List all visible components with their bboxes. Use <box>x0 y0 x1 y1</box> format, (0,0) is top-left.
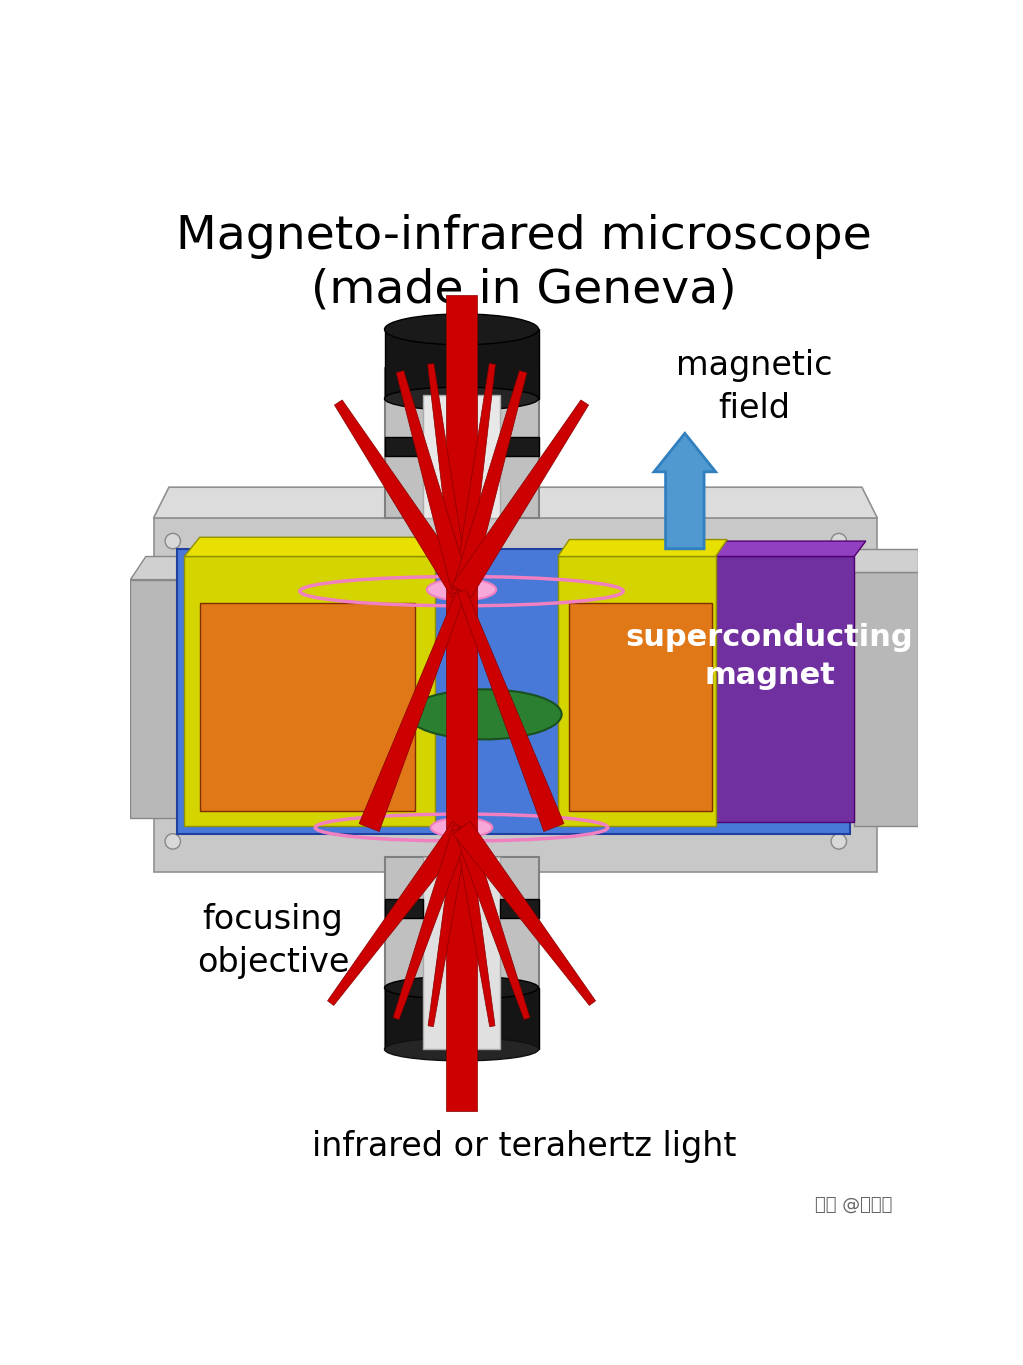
Ellipse shape <box>407 689 562 740</box>
Polygon shape <box>446 295 477 1111</box>
Polygon shape <box>335 400 472 598</box>
Polygon shape <box>453 822 595 1006</box>
Circle shape <box>208 629 339 760</box>
Circle shape <box>831 834 846 849</box>
Polygon shape <box>452 400 588 598</box>
Polygon shape <box>199 603 415 811</box>
Polygon shape <box>385 857 538 1050</box>
Circle shape <box>165 534 180 549</box>
Polygon shape <box>558 539 727 557</box>
Polygon shape <box>385 367 538 517</box>
Polygon shape <box>712 541 865 557</box>
Text: Magneto-infrared microscope: Magneto-infrared microscope <box>176 214 872 259</box>
Polygon shape <box>385 437 424 456</box>
Polygon shape <box>428 826 469 1026</box>
Polygon shape <box>452 371 527 594</box>
Polygon shape <box>570 603 712 811</box>
Polygon shape <box>385 900 424 919</box>
Ellipse shape <box>385 388 538 411</box>
Polygon shape <box>424 857 500 1050</box>
Polygon shape <box>177 549 850 834</box>
Polygon shape <box>854 572 919 826</box>
Polygon shape <box>424 394 500 517</box>
FancyArrow shape <box>654 433 716 549</box>
Circle shape <box>165 834 180 849</box>
Polygon shape <box>359 590 465 831</box>
Circle shape <box>831 534 846 549</box>
Ellipse shape <box>385 976 538 999</box>
Polygon shape <box>839 549 919 572</box>
Text: focusing
objective: focusing objective <box>196 904 349 980</box>
Polygon shape <box>184 557 435 826</box>
Polygon shape <box>712 557 854 822</box>
Polygon shape <box>131 580 192 818</box>
Ellipse shape <box>431 818 492 837</box>
Polygon shape <box>393 824 470 1020</box>
Polygon shape <box>500 437 538 456</box>
Text: (made in Geneva): (made in Geneva) <box>311 268 737 313</box>
Circle shape <box>188 610 358 779</box>
Text: superconducting
magnet: superconducting magnet <box>626 622 914 691</box>
Polygon shape <box>327 822 471 1006</box>
Polygon shape <box>454 363 495 592</box>
Polygon shape <box>153 487 878 517</box>
Polygon shape <box>558 557 716 826</box>
Polygon shape <box>454 826 495 1026</box>
Polygon shape <box>131 557 208 580</box>
Polygon shape <box>457 590 564 831</box>
Polygon shape <box>385 329 538 399</box>
Text: 头条 @博科园: 头条 @博科园 <box>815 1196 893 1213</box>
Ellipse shape <box>385 1037 538 1061</box>
Polygon shape <box>385 988 538 1050</box>
Ellipse shape <box>427 579 496 601</box>
Text: infrared or terahertz light: infrared or terahertz light <box>312 1130 737 1163</box>
Text: magnetic
field: magnetic field <box>676 348 833 425</box>
Polygon shape <box>153 517 878 872</box>
Polygon shape <box>396 371 471 594</box>
Polygon shape <box>500 900 538 919</box>
Polygon shape <box>184 538 450 557</box>
Polygon shape <box>428 363 470 592</box>
Ellipse shape <box>385 314 538 345</box>
Polygon shape <box>453 824 530 1020</box>
